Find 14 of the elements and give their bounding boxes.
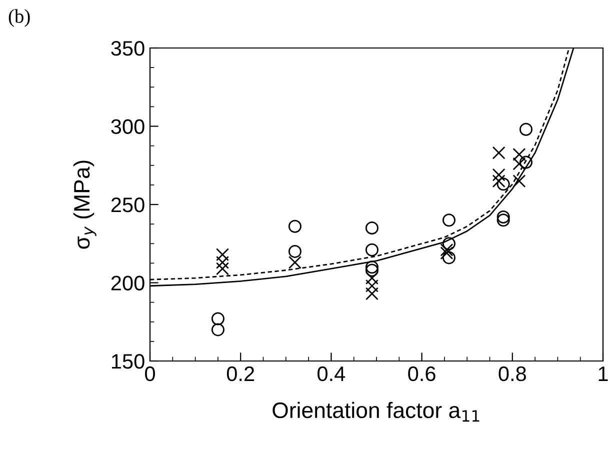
y-tick-label: 350	[111, 41, 144, 56]
x-tick-label: 1	[598, 366, 608, 381]
y-tick-label: 250	[111, 198, 144, 212]
x-axis-title: Orientation factor a$_{11}$	[272, 402, 480, 422]
text: (b)	[8, 9, 30, 27]
x-tick-label: 0.6	[408, 366, 436, 382]
y-tick-label: 300	[111, 119, 144, 134]
y-axis-title: σ$_{y}$ (MPa)	[73, 160, 96, 249]
x-tick-label: 0.8	[498, 366, 526, 382]
x-tick-label: 0.2	[226, 366, 254, 382]
y-tick-label: 200	[111, 276, 144, 291]
x-tick-label: 0.4	[318, 366, 346, 382]
y-tick-label: 150	[112, 354, 144, 369]
x-tick-label: 0	[145, 366, 155, 382]
